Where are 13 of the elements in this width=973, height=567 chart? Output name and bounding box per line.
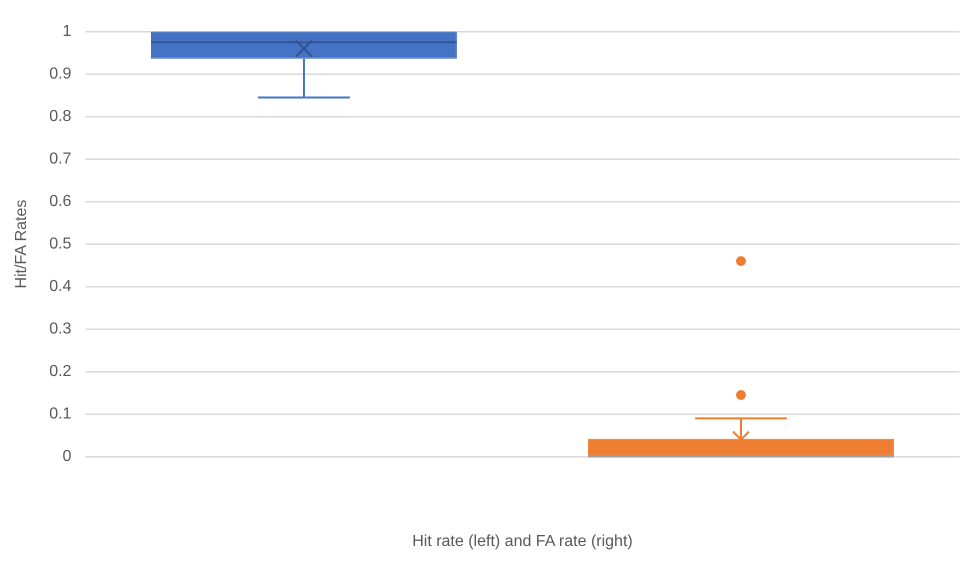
y-tick-label: 0.4 [49, 278, 72, 296]
y-tick-label: 0.2 [49, 363, 72, 380]
y-axis-title: Hit/FA Rates [13, 200, 30, 289]
y-tick-label: 1 [62, 23, 72, 40]
y-tick-label: 0.7 [49, 150, 72, 168]
y-tick-label: 0.6 [49, 193, 72, 210]
y-tick-label: 0.5 [49, 236, 72, 253]
x-axis-title: Hit rate (left) and FA rate (right) [412, 532, 633, 550]
y-tick-label: 0.8 [49, 108, 72, 126]
y-tick-label: 0.1 [49, 406, 72, 423]
y-tick-label: 0 [62, 448, 72, 466]
y-tick-label: 0.3 [49, 320, 72, 338]
y-tick-label: 0.9 [49, 66, 72, 83]
